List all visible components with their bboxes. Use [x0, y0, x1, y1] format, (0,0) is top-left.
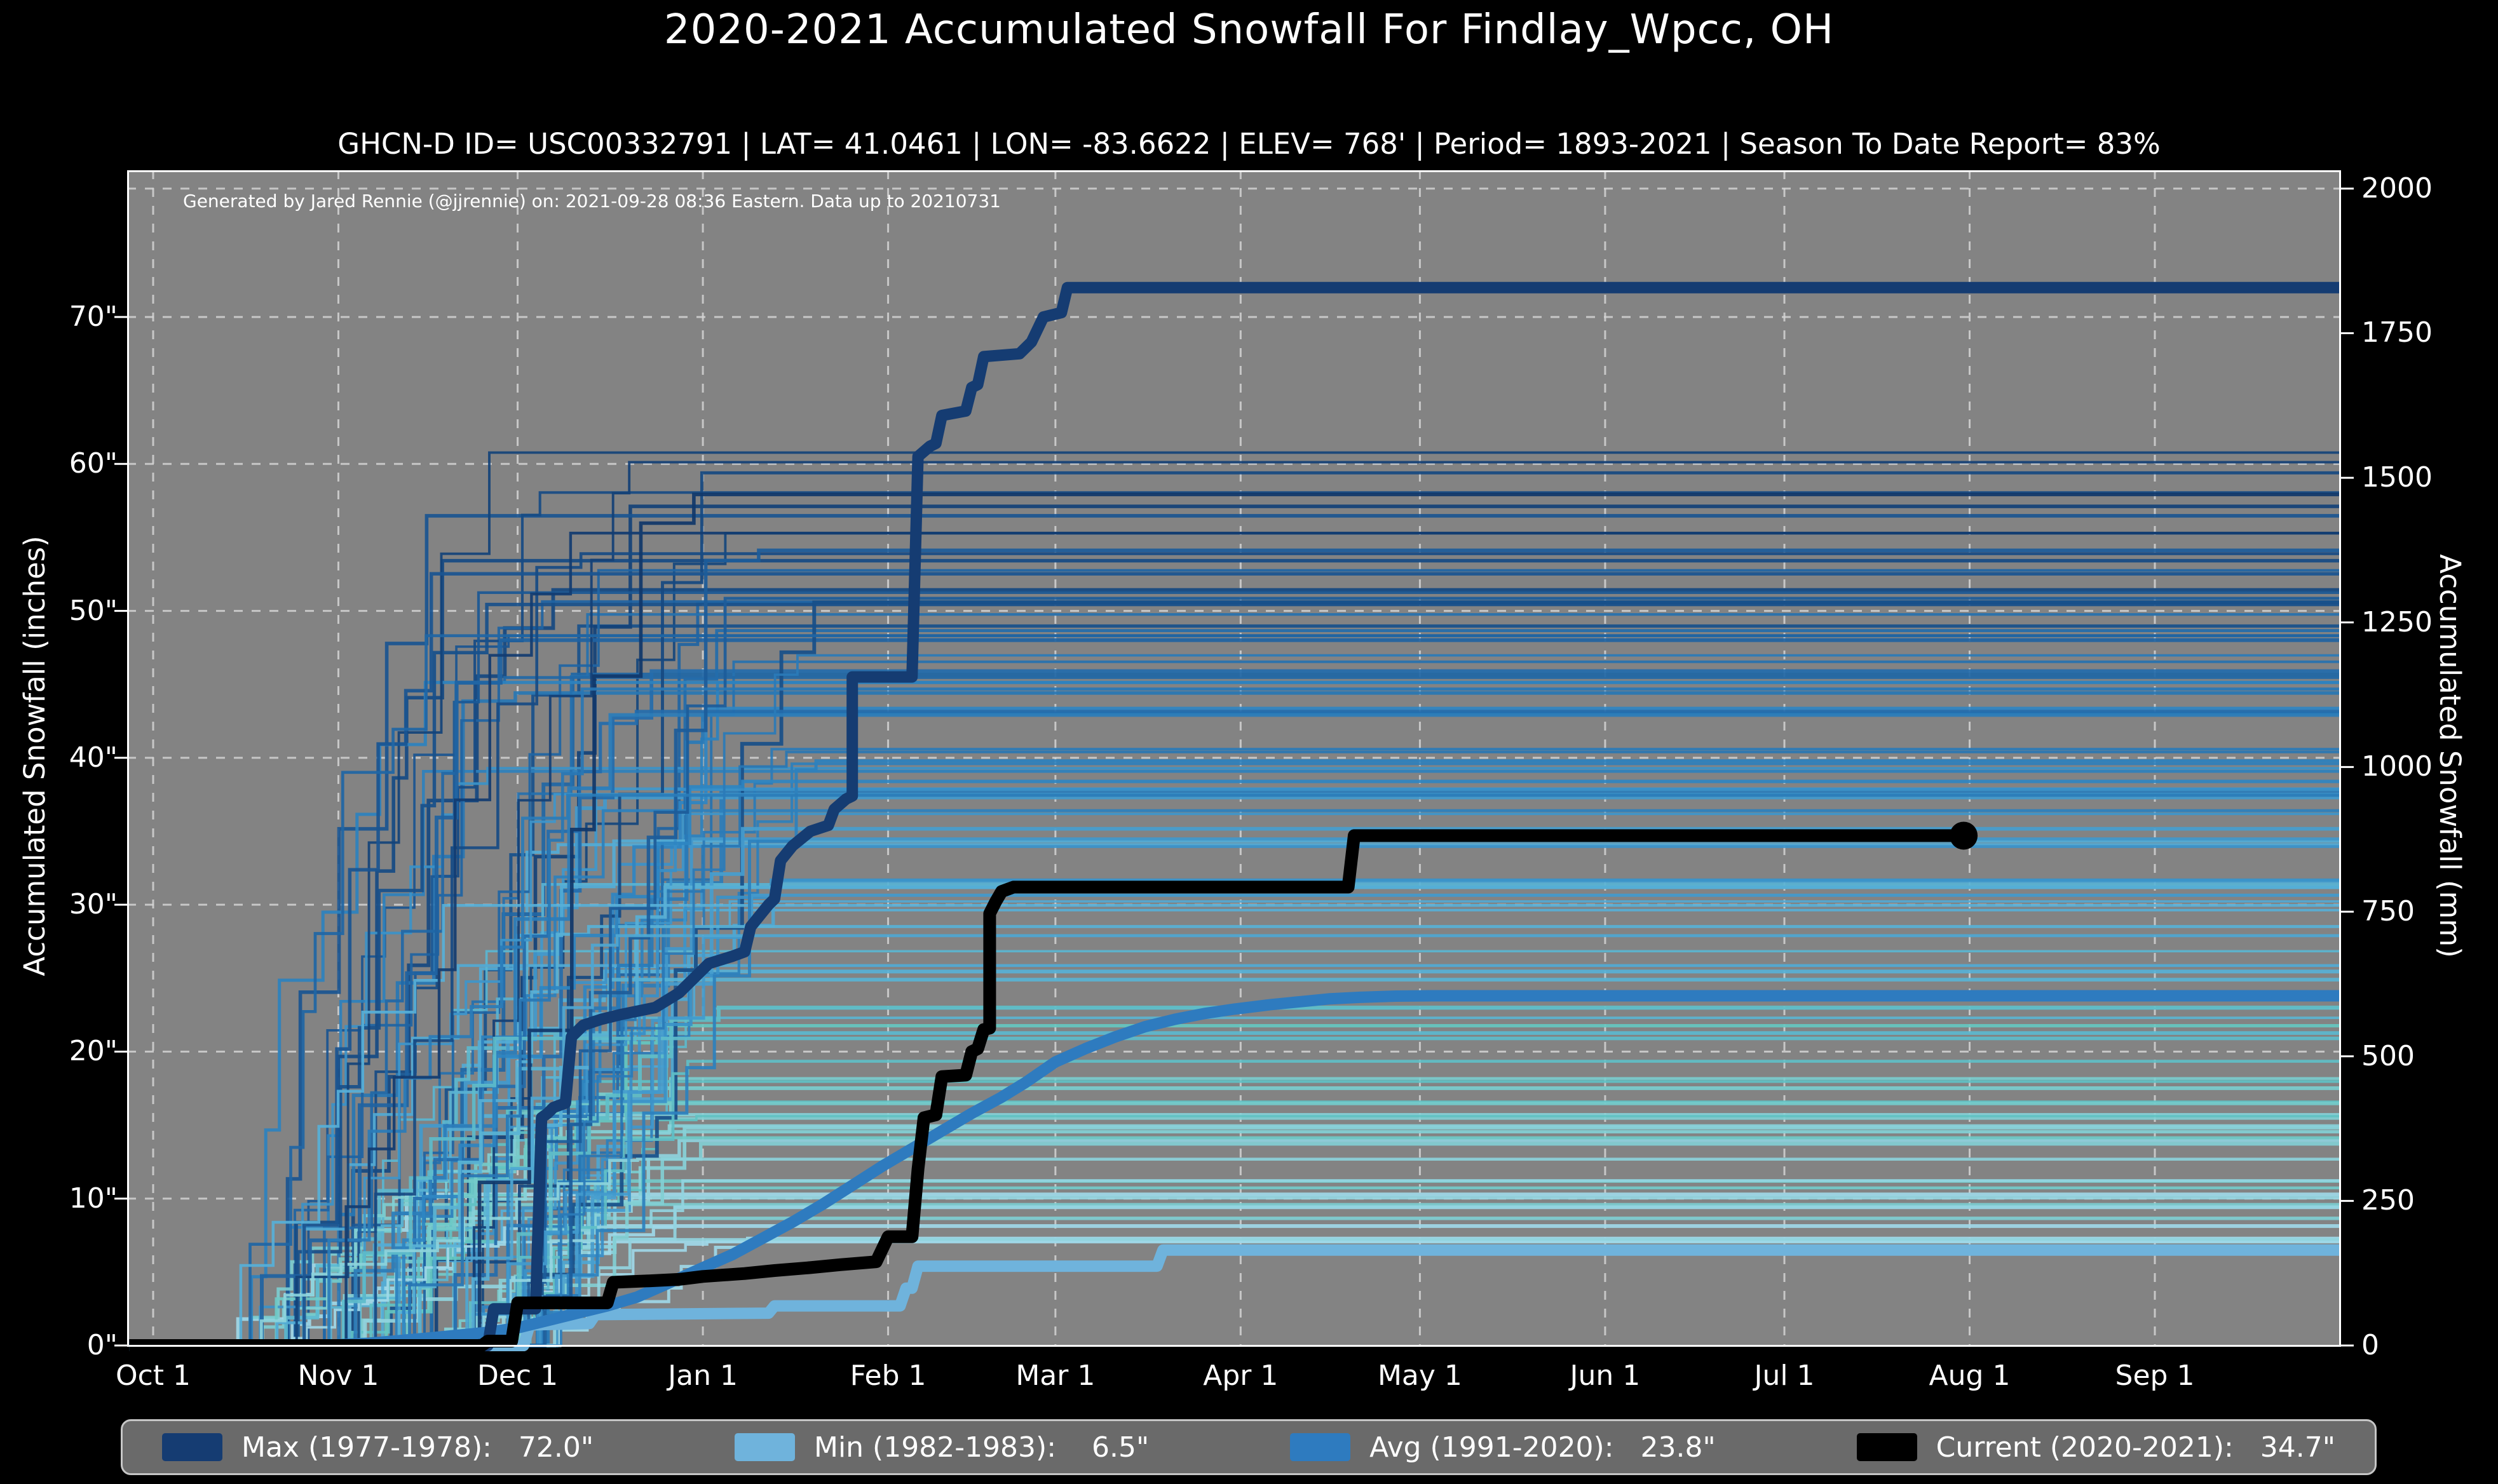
- background-season-line: [129, 638, 2340, 1347]
- legend-item: Avg (1991-2020): 23.8": [1290, 1431, 1716, 1464]
- y-tick-label-inches: 0": [86, 1329, 118, 1361]
- chart-legend: Max (1977-1978): 72.0" Min (1982-1983): 6…: [121, 1419, 2377, 1475]
- background-season-line: [129, 471, 2340, 1347]
- x-tick-label-month: Sep 1: [2115, 1359, 2195, 1392]
- legend-label: Max (1977-1978): 72.0": [241, 1431, 594, 1464]
- legend-label: Current (2020-2021): 34.7": [1936, 1431, 2335, 1464]
- background-season-line: [129, 514, 2340, 1347]
- legend-item: Current (2020-2021): 34.7": [1856, 1431, 2335, 1464]
- background-season-line: [129, 492, 2340, 1347]
- generated-by-note: Generated by Jared Rennie (@jjrennie) on…: [183, 191, 1001, 212]
- y-tick-label-inches: 10": [69, 1182, 118, 1215]
- background-season-line: [129, 964, 2340, 1347]
- background-season-line: [129, 552, 2340, 1347]
- legend-item: Min (1982-1983): 6.5": [734, 1431, 1150, 1464]
- background-season-line: [129, 532, 2340, 1347]
- y-tick-label-mm: 500: [2361, 1039, 2415, 1072]
- x-tick-label-month: Aug 1: [1929, 1359, 2011, 1392]
- background-season-line: [129, 1036, 2340, 1347]
- x-tick-label-month: May 1: [1377, 1359, 1462, 1392]
- y-tick-label-mm: 1500: [2361, 461, 2433, 494]
- background-season-line: [129, 634, 2340, 1347]
- background-season-line: [129, 654, 2340, 1347]
- plot-spines: [127, 170, 2341, 1347]
- y-tick-label-mm: 2000: [2361, 172, 2433, 205]
- plot-area: Generated by Jared Rennie (@jjrennie) on…: [114, 170, 2354, 1352]
- series-line-current-2020-2021-: [129, 829, 1964, 1352]
- x-tick-label-month: Mar 1: [1015, 1359, 1096, 1392]
- y-tick-label-mm: 250: [2361, 1184, 2415, 1217]
- x-tick-label-month: Dec 1: [477, 1359, 559, 1392]
- background-season-line: [129, 903, 2340, 1347]
- chart-title: 2020-2021 Accumulated Snowfall For Findl…: [663, 6, 1835, 53]
- legend-item: Max (1977-1978): 72.0": [162, 1431, 594, 1464]
- background-season-line: [129, 687, 2340, 1347]
- x-tick-label-month: Feb 1: [850, 1359, 927, 1392]
- legend-swatch: [734, 1433, 795, 1461]
- x-tick-label-month: Jul 1: [1754, 1359, 1815, 1392]
- x-tick-label-month: Nov 1: [297, 1359, 379, 1392]
- snowfall-accumulation-chart: [114, 170, 2354, 1352]
- legend-label: Min (1982-1983): 6.5": [813, 1431, 1150, 1464]
- chart-subtitle: GHCN-D ID= USC00332791 | LAT= 41.0461 | …: [337, 127, 2161, 161]
- x-tick-label-month: Apr 1: [1203, 1359, 1279, 1392]
- y-tick-label-mm: 1000: [2361, 750, 2433, 783]
- legend-swatch: [1856, 1433, 1917, 1461]
- y-tick-label-inches: 40": [69, 741, 118, 774]
- background-season-line: [129, 572, 2340, 1347]
- background-season-line: [129, 1241, 2340, 1347]
- series-line-max-1977-1978-: [129, 281, 2340, 1351]
- series-line-avg-1991-2020-: [129, 990, 2340, 1351]
- background-season-line: [129, 600, 2340, 1347]
- background-season-line: [129, 793, 2340, 1347]
- x-tick-label-month: Jun 1: [1570, 1359, 1641, 1392]
- background-season-line: [129, 713, 2340, 1347]
- current-season-end-dot: [1950, 821, 1978, 850]
- background-season-line: [129, 676, 2340, 1347]
- y-tick-label-mm: 1750: [2361, 316, 2433, 349]
- background-season-line: [129, 1113, 2340, 1347]
- legend-label: Avg (1991-2020): 23.8": [1369, 1431, 1716, 1464]
- y-tick-label-mm: 750: [2361, 895, 2415, 928]
- y-tick-label-inches: 20": [69, 1035, 118, 1068]
- legend-swatch: [162, 1433, 222, 1461]
- y-tick-label-inches: 60": [69, 447, 118, 480]
- x-tick-label-month: Jan 1: [668, 1359, 738, 1392]
- y-tick-label-inches: 70": [69, 300, 118, 333]
- background-season-line: [129, 886, 2340, 1347]
- background-season-line: [129, 1157, 2340, 1347]
- background-season-line: [129, 779, 2340, 1347]
- legend-swatch: [1290, 1433, 1351, 1461]
- x-tick-label-month: Oct 1: [115, 1359, 191, 1392]
- y-tick-label-inches: 30": [69, 888, 118, 921]
- y-tick-label-mm: 1250: [2361, 605, 2433, 638]
- y-tick-label-mm: 0: [2361, 1329, 2379, 1361]
- y-tick-label-inches: 50": [69, 594, 118, 627]
- background-season-line: [129, 691, 2340, 1347]
